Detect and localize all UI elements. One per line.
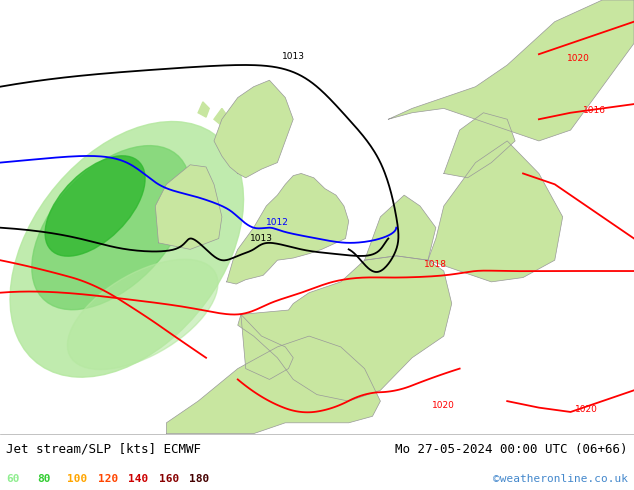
Text: Jet stream/SLP [kts] ECMWF: Jet stream/SLP [kts] ECMWF — [6, 443, 202, 456]
Text: 1020: 1020 — [432, 401, 455, 410]
Polygon shape — [388, 0, 634, 141]
Polygon shape — [166, 336, 380, 434]
Polygon shape — [444, 113, 515, 178]
Polygon shape — [241, 315, 293, 379]
Polygon shape — [214, 80, 293, 178]
Ellipse shape — [32, 146, 190, 310]
Text: 120: 120 — [98, 474, 118, 484]
Polygon shape — [238, 256, 451, 401]
Text: 1013: 1013 — [250, 234, 273, 243]
Text: 1013: 1013 — [281, 51, 305, 61]
Text: ©weatheronline.co.uk: ©weatheronline.co.uk — [493, 474, 628, 484]
Ellipse shape — [67, 259, 218, 369]
Polygon shape — [198, 102, 209, 117]
Text: 1016: 1016 — [583, 106, 606, 115]
Ellipse shape — [45, 156, 145, 256]
Text: 1020: 1020 — [575, 405, 598, 414]
Text: 80: 80 — [37, 474, 50, 484]
Polygon shape — [428, 141, 563, 282]
Polygon shape — [365, 195, 436, 260]
Text: 180: 180 — [189, 474, 209, 484]
Text: 1018: 1018 — [424, 260, 448, 269]
Text: 1012: 1012 — [266, 219, 289, 227]
Polygon shape — [285, 379, 325, 405]
Ellipse shape — [10, 122, 243, 377]
Polygon shape — [226, 173, 349, 284]
Text: 60: 60 — [6, 474, 20, 484]
Text: 160: 160 — [158, 474, 179, 484]
Text: 140: 140 — [128, 474, 148, 484]
Polygon shape — [214, 108, 230, 126]
Text: Mo 27-05-2024 00:00 UTC (06+66): Mo 27-05-2024 00:00 UTC (06+66) — [395, 443, 628, 456]
Text: 100: 100 — [67, 474, 87, 484]
Text: 1020: 1020 — [567, 54, 590, 63]
Polygon shape — [155, 165, 222, 249]
